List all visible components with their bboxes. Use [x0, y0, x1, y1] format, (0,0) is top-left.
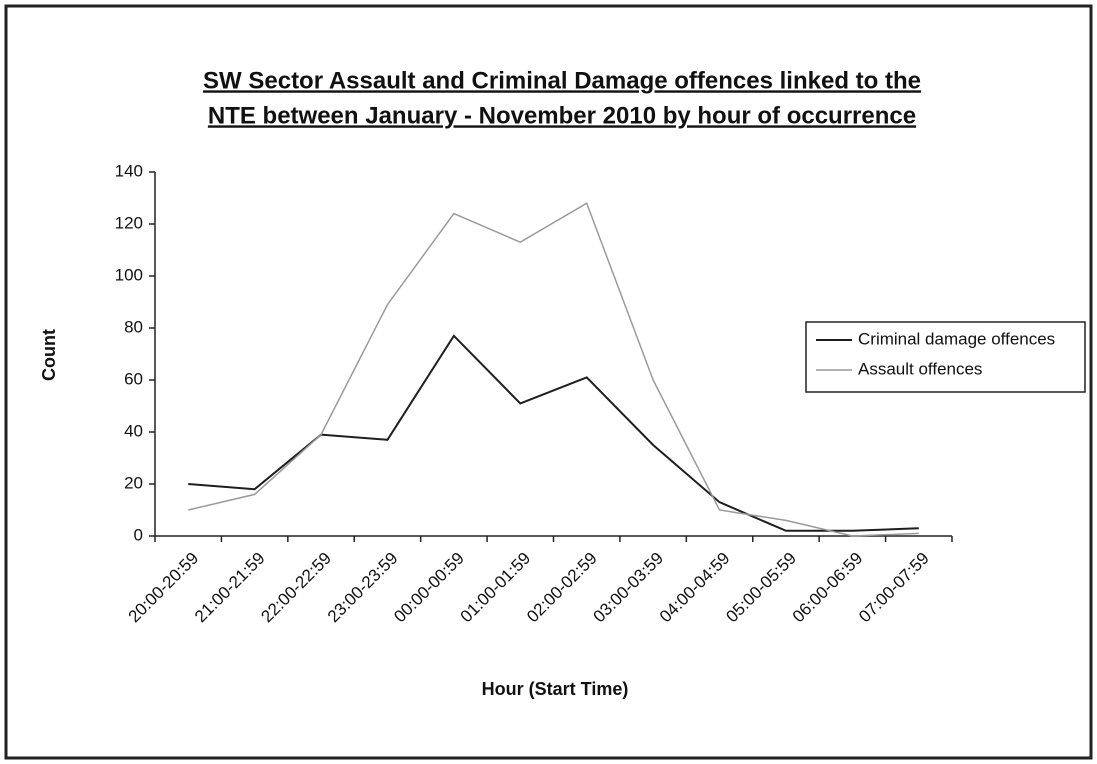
- legend-label: Assault offences: [858, 359, 982, 378]
- legend-box: [805, 321, 1086, 393]
- y-tick-label: 80: [124, 317, 143, 336]
- y-tick-label: 0: [134, 525, 143, 544]
- y-tick-label: 20: [124, 473, 143, 492]
- y-tick-label: 140: [115, 161, 143, 180]
- y-tick-label: 40: [124, 421, 143, 440]
- y-tick-label: 120: [115, 213, 143, 232]
- chart-title: SW Sector Assault and Criminal Damage of…: [203, 67, 921, 94]
- legend-label: Criminal damage offences: [858, 329, 1055, 348]
- x-axis-label: Hour (Start Time): [482, 679, 629, 699]
- y-axis-label: Count: [39, 329, 59, 381]
- series-line: [188, 202, 919, 537]
- y-tick-label: 100: [115, 265, 143, 284]
- y-tick-label: 60: [124, 369, 143, 388]
- chart-title: NTE between January - November 2010 by h…: [208, 102, 916, 129]
